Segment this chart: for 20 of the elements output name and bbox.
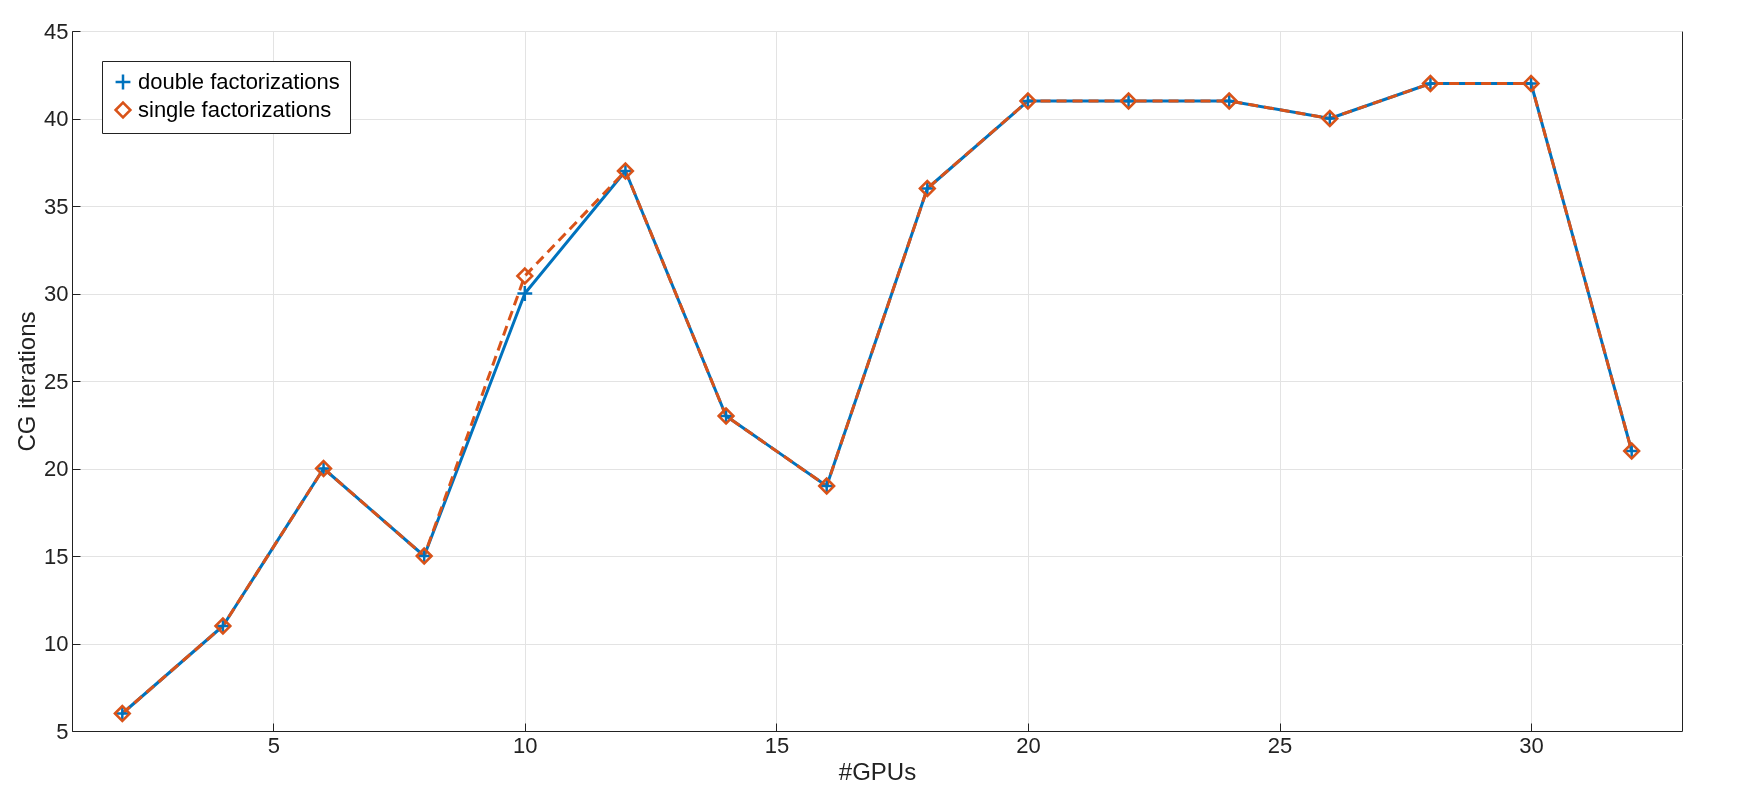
point [516,267,534,285]
x-tick-label: 15 [764,732,790,758]
x-axis-title: #GPUs [838,757,917,785]
y-tick-label: 10 [44,631,69,656]
y-tick-label: 25 [44,368,69,394]
y-tick-label: 40 [44,106,69,131]
y-tick-label: 15 [44,543,69,569]
x-tick-label: 20 [1016,732,1041,758]
y-axis-title: CG iterations [13,311,41,452]
legend-label: double factorizations [138,69,340,94]
y-tick-label: 20 [44,456,69,481]
x-tick-label: 30 [1519,732,1544,758]
y-tick-label: 45 [44,18,69,44]
x-tick-label: 25 [1267,732,1293,758]
point [516,284,534,303]
legend-label: single factorizations [138,97,332,122]
x-tick-label: 5 [267,732,280,758]
y-tick-label: 35 [44,193,69,219]
y-tick-label: 30 [44,281,69,306]
x-tick-label: 10 [513,732,538,758]
